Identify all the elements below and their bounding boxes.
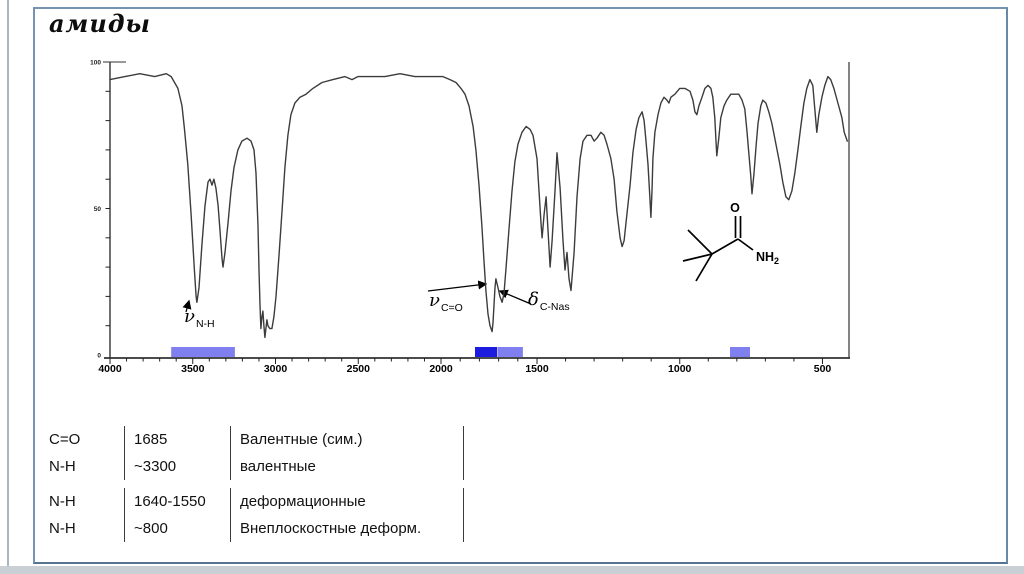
table-group-bending: N-H 1640-1550 деформационные N-H ~800 Вн… [44, 488, 464, 542]
nu-nh-subscript: N-H [195, 318, 215, 330]
x-axis-labels: 4000 3500 3000 2500 2000 1500 1000 500 [98, 363, 831, 375]
highlight-band [497, 347, 523, 357]
screen-bottom-strip [0, 566, 1024, 574]
table-cell-bond: N-H [44, 515, 125, 542]
table-cell-bond: N-H [44, 453, 125, 480]
nu-symbol: ν [429, 290, 440, 311]
x-tick-label: 2000 [429, 363, 453, 375]
x-tick-label: 4000 [98, 363, 122, 375]
table-cell-bond: C=O [44, 426, 125, 453]
arrow-nu-co [427, 280, 488, 292]
table-cell-bond: N-H [44, 488, 125, 515]
highlight-band [171, 347, 235, 357]
assignment-table: C=O 1685 Валентные (сим.) N-H ~3300 вале… [44, 426, 464, 542]
molecule-n-subscript: 2 [774, 256, 779, 266]
table-cell-value: 1640-1550 [125, 488, 231, 515]
y-axis-labels: 100 50 0 [90, 60, 101, 360]
table-cell-value: ~3300 [125, 453, 231, 480]
y-tick-label: 100 [90, 60, 101, 67]
annotation-nu-co: νC=O [429, 290, 463, 315]
x-tick-label: 1500 [525, 363, 549, 375]
x-tick-label: 3000 [264, 363, 288, 375]
axis-ticks [105, 90, 823, 364]
x-tick-label: 500 [814, 363, 832, 375]
molecule-o-label: O [730, 201, 740, 215]
annotation-delta-cn: δC-Nas [528, 289, 570, 314]
molecule-nh-label: NH [756, 250, 774, 264]
annotation-arrows [182, 280, 532, 313]
x-tick-label: 3500 [181, 363, 205, 375]
molecule-structure [682, 216, 754, 282]
y-tick-label: 50 [94, 206, 102, 213]
annotation-nu-nh: νN-H [184, 306, 215, 331]
plot-frame [103, 61, 850, 359]
spectrum-curve [109, 72, 848, 339]
x-tick-label: 2500 [347, 363, 371, 375]
nu-symbol: ν [184, 306, 195, 327]
table-cell-value: ~800 [125, 515, 231, 542]
table-cell-type: деформационные [231, 488, 464, 515]
arrow-delta-cn [498, 289, 532, 305]
delta-cn-subscript: C-Nas [539, 301, 570, 313]
table-cell-value: 1685 [125, 426, 231, 453]
nu-co-subscript: C=O [440, 302, 463, 314]
y-tick-label: 0 [97, 353, 101, 360]
table-cell-type: валентные [231, 453, 464, 480]
table-cell-type: Валентные (сим.) [231, 426, 464, 453]
page-title: амиды [49, 9, 151, 38]
table-cell-type: Внеплоскостные деформ. [231, 515, 464, 542]
screen-edge-line [7, 0, 9, 574]
highlight-band [475, 347, 498, 357]
arrow-nu-nh [182, 299, 192, 313]
highlight-band [730, 347, 750, 357]
table-group-stretching: C=O 1685 Валентные (сим.) N-H ~3300 вале… [44, 426, 464, 480]
highlight-bands [171, 347, 750, 357]
x-tick-label: 1000 [668, 363, 692, 375]
delta-symbol: δ [528, 289, 539, 310]
